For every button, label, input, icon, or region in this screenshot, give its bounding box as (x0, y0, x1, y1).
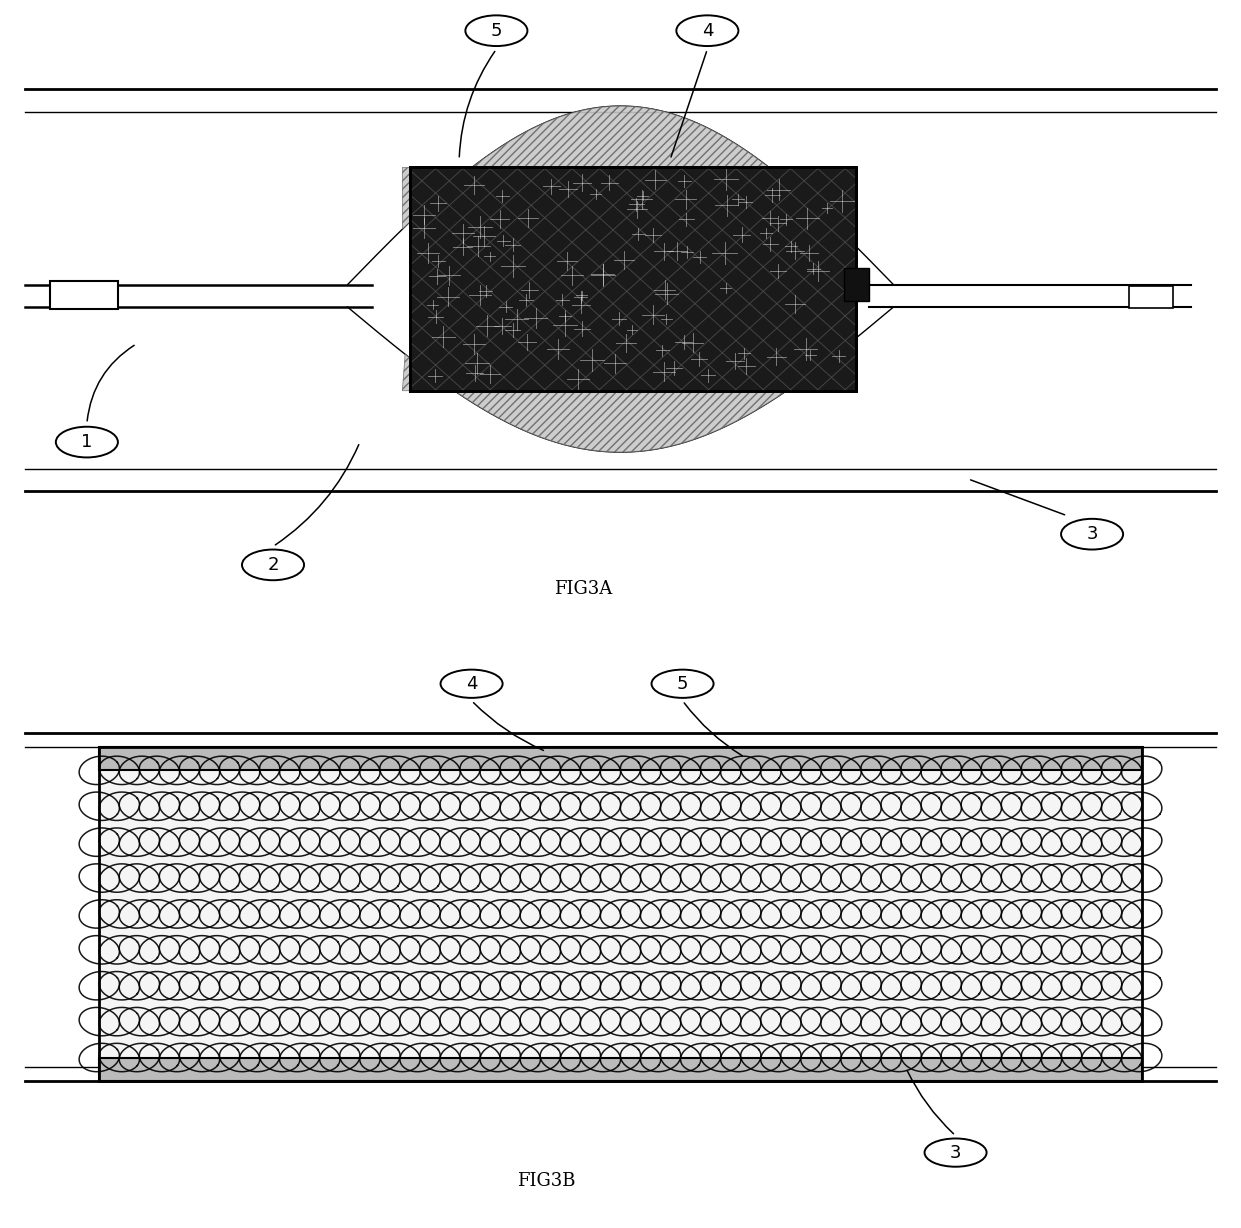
Polygon shape (402, 352, 839, 452)
Text: FIG3B: FIG3B (516, 1172, 576, 1190)
Bar (99, 770, 1142, 1057)
Text: 4: 4 (465, 674, 478, 693)
Bar (99, 1057, 1142, 1081)
Text: 2: 2 (267, 556, 279, 573)
Bar (844, 268, 869, 301)
Text: 3: 3 (1086, 526, 1098, 543)
Bar (410, 167, 856, 391)
Polygon shape (402, 106, 839, 230)
Text: FIG3A: FIG3A (555, 581, 612, 598)
Bar (99, 770, 1142, 1057)
Bar (1129, 286, 1173, 308)
Bar (50, 281, 118, 309)
Text: 3: 3 (949, 1143, 962, 1162)
Text: 5: 5 (676, 674, 689, 693)
Bar (99, 747, 1142, 770)
Text: 1: 1 (81, 433, 93, 451)
Text: 5: 5 (490, 22, 503, 39)
Text: 4: 4 (701, 22, 714, 39)
